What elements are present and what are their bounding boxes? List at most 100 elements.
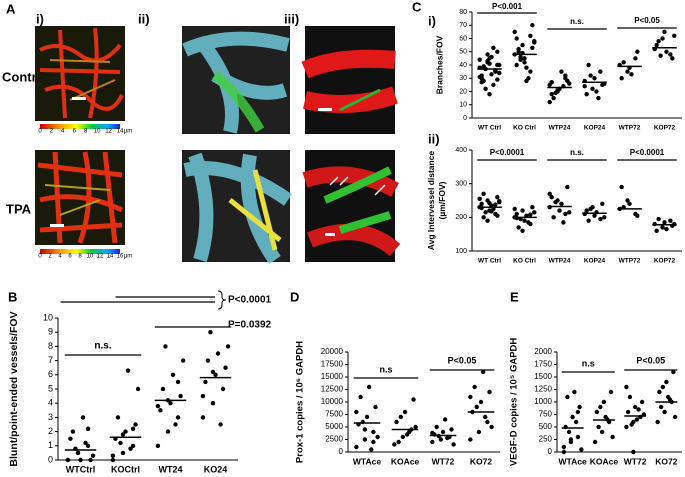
data-point [660, 36, 665, 41]
data-point [118, 440, 123, 446]
data-point [660, 225, 665, 230]
y-tick-label: 5 [48, 383, 53, 393]
data-point [485, 52, 490, 57]
y-tick-label: 2000 [534, 347, 552, 356]
significance-label: P<0.0001 [490, 148, 525, 157]
data-point [65, 457, 71, 463]
data-point [568, 437, 574, 442]
y-tick-label: 9 [48, 327, 53, 337]
data-point [451, 442, 456, 447]
data-point [639, 399, 645, 405]
data-point [215, 351, 221, 356]
y-tick-label: 0 [463, 115, 467, 122]
colorbar-label: 8 [84, 129, 88, 135]
data-point [485, 419, 490, 425]
data-point [135, 386, 141, 392]
data-point [522, 218, 527, 223]
data-point [561, 449, 567, 455]
data-point [592, 439, 598, 445]
data-point [672, 414, 678, 420]
y-tick-label: 2500 [325, 435, 343, 444]
y-tick-label: 0 [339, 447, 344, 456]
data-point [532, 38, 537, 44]
x-tick-label: WTP72 [619, 125, 641, 132]
panel-label: ii) [428, 131, 440, 146]
data-point [592, 76, 597, 81]
data-point [598, 216, 603, 222]
data-point [493, 202, 498, 207]
data-point [489, 424, 494, 430]
data-point [402, 409, 408, 415]
significance-label: P<0.001 [492, 2, 523, 11]
data-point [621, 60, 626, 65]
y-tick-label: 0 [48, 454, 53, 464]
data-point [635, 213, 640, 218]
data-point [123, 429, 128, 434]
data-point [160, 386, 166, 392]
data-point [483, 414, 488, 420]
data-point [549, 194, 554, 200]
data-point [668, 52, 673, 57]
data-point [128, 446, 133, 451]
data-point [481, 191, 486, 196]
y-tick-label: 5000 [325, 422, 343, 431]
significance-label: n.s. [94, 341, 111, 352]
data-point [483, 86, 488, 92]
data-point [664, 226, 669, 232]
data-point [110, 453, 116, 458]
data-point [660, 384, 666, 390]
colorbar-label: µm [124, 254, 132, 260]
y-tick-label: 8 [48, 341, 53, 351]
data-point [375, 434, 380, 440]
data-point [627, 394, 633, 400]
data-point [526, 220, 531, 225]
colorbar-label: 4 [58, 254, 62, 260]
data-point [180, 358, 186, 363]
data-point [173, 422, 178, 427]
data-point [485, 218, 490, 223]
data-point [588, 206, 593, 212]
y-tick-label: 15000 [321, 372, 344, 381]
data-point [472, 384, 477, 390]
data-point [225, 344, 231, 349]
colorbar-label: 12 [97, 254, 104, 260]
x-tick-label: KOCtrl [111, 464, 140, 474]
x-tick-label: WTP24 [549, 125, 571, 132]
data-point [528, 212, 533, 217]
y-tick-label: 4 [48, 398, 53, 408]
data-point [220, 386, 226, 392]
data-point [373, 404, 378, 410]
colorbar-label: 2 [50, 129, 54, 135]
x-tick-label: WTAce [559, 456, 587, 466]
y-tick-label: 6 [48, 369, 53, 379]
data-point [600, 201, 605, 207]
data-point [625, 69, 630, 74]
colorbar-label: 14 [117, 129, 124, 135]
data-point [512, 206, 517, 212]
data-point [530, 23, 535, 28]
data-point [85, 443, 91, 448]
data-point [522, 60, 527, 65]
y-tick-label: 60 [459, 35, 467, 42]
data-point [110, 457, 116, 463]
data-point [619, 184, 624, 190]
data-point [200, 393, 206, 399]
data-point [88, 457, 93, 463]
data-point [398, 414, 403, 420]
data-point [624, 384, 629, 390]
colorbar-label: 2 [48, 254, 52, 260]
panel-label: E [510, 289, 519, 304]
data-point [516, 225, 521, 230]
data-point [442, 417, 448, 422]
data-point [577, 404, 582, 410]
data-point [598, 69, 603, 74]
data-point [565, 394, 570, 400]
y-tick-label: 750 [539, 410, 553, 419]
y-tick-label: 50 [459, 49, 467, 56]
y-axis-label: Prox-1 copies / 10⁶ GAPDH [295, 341, 306, 463]
data-point [495, 213, 500, 218]
x-tick-label: KOP72 [654, 258, 676, 265]
x-tick-label: WTP24 [549, 258, 571, 265]
data-point [573, 419, 579, 425]
data-point [223, 365, 228, 370]
